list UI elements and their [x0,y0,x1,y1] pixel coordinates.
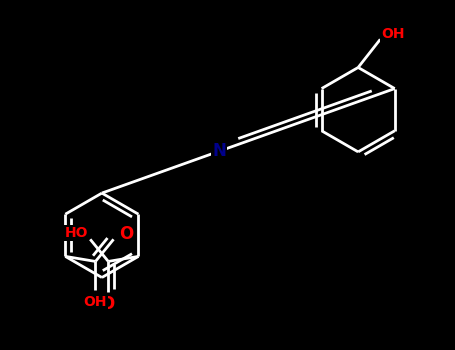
Text: O: O [100,295,114,313]
Text: HO: HO [64,226,88,240]
Text: N: N [212,142,226,160]
Text: O: O [120,225,134,243]
Text: OH: OH [84,295,107,309]
Text: OH: OH [382,27,405,41]
